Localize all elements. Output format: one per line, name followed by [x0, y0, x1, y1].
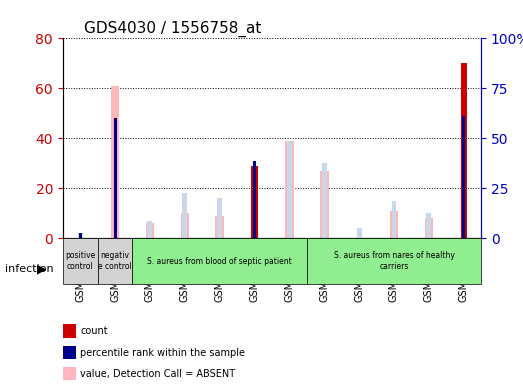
- Bar: [357, 228, 361, 238]
- FancyBboxPatch shape: [307, 238, 481, 284]
- Bar: [253, 161, 256, 238]
- Text: S. aureus from nares of healthy
carriers: S. aureus from nares of healthy carriers: [334, 252, 454, 271]
- Bar: [78, 233, 83, 238]
- Bar: [215, 216, 224, 238]
- FancyBboxPatch shape: [98, 238, 132, 284]
- Bar: [320, 170, 328, 238]
- Bar: [285, 141, 293, 238]
- Text: value, Detection Call = ABSENT: value, Detection Call = ABSENT: [80, 369, 235, 379]
- Bar: [252, 166, 257, 238]
- Bar: [425, 218, 433, 238]
- Text: negativ
e control: negativ e control: [98, 252, 132, 271]
- Bar: [390, 210, 398, 238]
- Bar: [183, 193, 187, 238]
- Bar: [462, 116, 465, 238]
- Bar: [180, 213, 189, 238]
- Bar: [392, 200, 396, 238]
- Bar: [111, 86, 119, 238]
- Bar: [426, 213, 431, 238]
- Text: percentile rank within the sample: percentile rank within the sample: [80, 348, 245, 358]
- Bar: [217, 198, 222, 238]
- Bar: [461, 63, 467, 238]
- Bar: [287, 141, 292, 238]
- Bar: [147, 220, 152, 238]
- FancyBboxPatch shape: [132, 238, 307, 284]
- Bar: [145, 223, 154, 238]
- Text: ▶: ▶: [37, 262, 46, 275]
- Bar: [113, 118, 117, 238]
- Text: GDS4030 / 1556758_at: GDS4030 / 1556758_at: [84, 21, 261, 37]
- Text: positive
control: positive control: [65, 252, 95, 271]
- Text: S. aureus from blood of septic patient: S. aureus from blood of septic patient: [147, 257, 292, 266]
- Bar: [322, 163, 327, 238]
- FancyBboxPatch shape: [63, 238, 98, 284]
- Text: count: count: [80, 326, 108, 336]
- Bar: [78, 233, 82, 238]
- Text: infection: infection: [5, 264, 54, 274]
